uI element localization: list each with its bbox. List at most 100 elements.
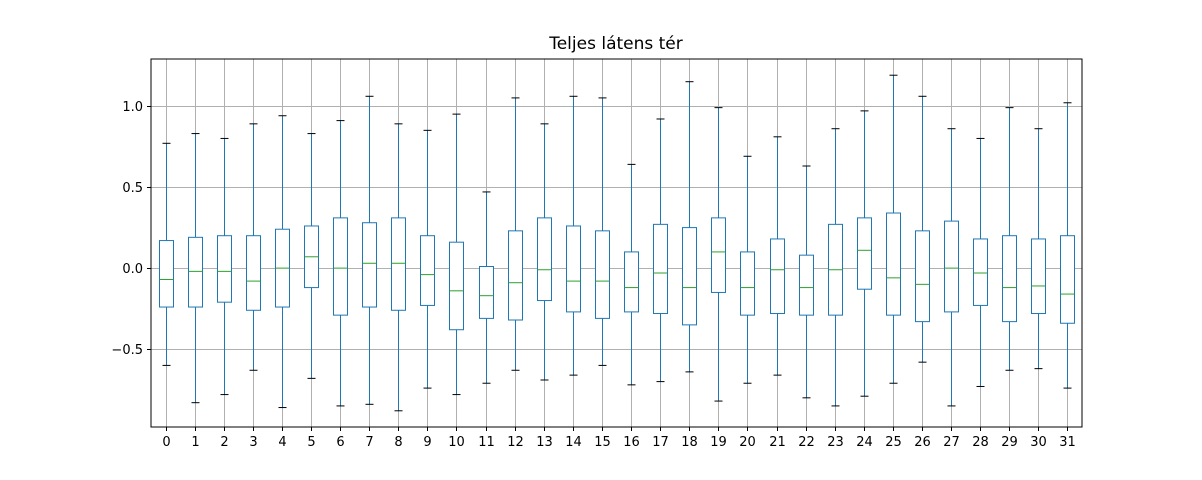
box-5 (304, 133, 319, 379)
box-18 (682, 81, 697, 373)
x-tick-label: 9 (423, 435, 431, 450)
box-rect (508, 230, 523, 321)
box-23 (828, 128, 843, 407)
box-16 (624, 163, 639, 386)
y-tick-label: 0.5 (122, 181, 143, 196)
box-rect (246, 235, 261, 311)
box-28 (973, 137, 988, 387)
box-rect (159, 240, 174, 308)
box-rect (973, 238, 988, 306)
box-17 (653, 118, 668, 383)
x-tick-label: 0 (162, 435, 170, 450)
plot-area-frame (150, 58, 1083, 428)
box-rect (770, 238, 785, 315)
box-rect (653, 223, 668, 315)
box-0 (159, 142, 174, 366)
x-tick-label: 14 (565, 435, 582, 450)
box-rect (391, 217, 406, 311)
x-tick-label: 1 (191, 435, 199, 450)
x-tick-label: 30 (1030, 435, 1047, 450)
x-tick-label: 8 (394, 435, 402, 450)
x-tick-label: 16 (623, 435, 640, 450)
box-rect (682, 227, 697, 326)
box-9 (420, 129, 435, 389)
x-tick-label: 17 (652, 435, 669, 450)
chart-title: Teljes látens tér (548, 34, 683, 54)
box-rect (217, 235, 232, 303)
box-rect (1002, 235, 1017, 323)
y-tick-label: 1.0 (122, 100, 143, 115)
x-tick-label: 7 (365, 435, 373, 450)
box-3 (246, 123, 261, 371)
box-27 (944, 128, 959, 407)
box-1 (188, 133, 203, 404)
box-rect (479, 266, 494, 319)
box-rect (711, 217, 726, 293)
box-15 (595, 97, 610, 366)
box-19 (711, 107, 726, 402)
x-tick-label: 6 (336, 435, 344, 450)
box-rect (624, 251, 639, 313)
x-tick-label: 24 (856, 435, 873, 450)
box-8 (391, 123, 406, 412)
x-tick-label: 28 (972, 435, 989, 450)
box-22 (799, 165, 814, 399)
x-tick-label: 15 (594, 435, 611, 450)
x-tick-label: 23 (827, 435, 844, 450)
box-11 (479, 191, 494, 384)
box-rect (740, 251, 755, 316)
x-tick-label: 25 (885, 435, 902, 450)
grid-lines (151, 59, 1082, 427)
box-20 (740, 155, 755, 384)
box-rect (537, 217, 552, 302)
axes: 0 1 2 3 4 5 6 7 8 9 10 11 12 13 14 15 16 17 18 19 20 21 22 23 24… (111, 100, 1075, 450)
y-tick-label: 0.0 (122, 262, 143, 277)
x-tick-label: 20 (739, 435, 756, 450)
box-26 (915, 95, 930, 363)
box-rect (188, 236, 203, 308)
y-tick-label: −0.5 (111, 343, 143, 358)
box-series (159, 74, 1075, 412)
box-rect (333, 217, 348, 316)
x-tick-label: 18 (681, 435, 698, 450)
box-7 (362, 95, 377, 405)
x-tick-label: 2 (220, 435, 228, 450)
box-rect (595, 230, 610, 319)
box-24 (857, 110, 872, 397)
x-tick-label: 21 (769, 435, 786, 450)
box-10 (449, 113, 464, 396)
x-tick-label: 4 (278, 435, 286, 450)
box-rect (857, 217, 872, 290)
box-rect (915, 230, 930, 323)
box-30 (1031, 128, 1046, 370)
box-rect (799, 254, 814, 316)
box-21 (770, 136, 785, 376)
box-rect (1031, 238, 1046, 315)
x-tick-label: 3 (249, 435, 257, 450)
box-6 (333, 120, 348, 407)
box-rect (886, 212, 901, 316)
x-tick-label: 13 (536, 435, 553, 450)
box-4 (275, 115, 290, 409)
x-tick-label: 12 (507, 435, 524, 450)
x-tick-label: 27 (943, 435, 960, 450)
box-rect (566, 225, 581, 313)
box-rect (1060, 235, 1075, 324)
box-31 (1060, 102, 1075, 389)
box-rect (944, 220, 959, 313)
x-tick-label: 22 (798, 435, 815, 450)
box-14 (566, 95, 581, 376)
x-tick-label: 29 (1001, 435, 1018, 450)
box-29 (1002, 107, 1017, 371)
box-rect (362, 222, 377, 308)
box-rect (420, 235, 435, 306)
x-tick-label: 26 (914, 435, 931, 450)
x-tick-label: 31 (1059, 435, 1076, 450)
box-12 (508, 97, 523, 371)
x-tick-label: 19 (710, 435, 727, 450)
box-25 (886, 74, 901, 384)
box-rect (449, 241, 464, 331)
box-2 (217, 137, 232, 396)
box-13 (537, 123, 552, 381)
